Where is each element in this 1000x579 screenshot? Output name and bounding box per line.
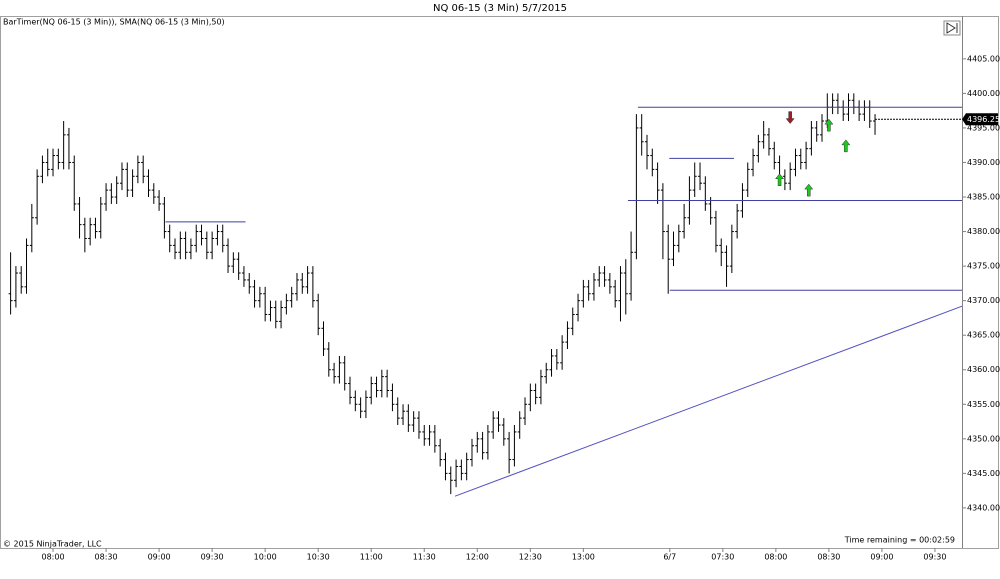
signal-arrow (775, 173, 785, 186)
y-tick-label: 4405.00 (967, 54, 1000, 63)
x-tick-label: 09:00 (870, 553, 893, 562)
play-icon[interactable] (943, 20, 961, 36)
x-tick-label: 08:00 (764, 553, 787, 562)
last-price-box (962, 113, 998, 126)
icon-triangle[interactable] (946, 22, 956, 34)
x-tick-label: 12:30 (519, 553, 542, 562)
y-tick-label: 4365.00 (967, 331, 1000, 340)
x-tick-label: 11:00 (360, 553, 383, 562)
x-tick-label: 11:30 (413, 553, 436, 562)
y-tick-label: 4355.00 (967, 400, 1000, 409)
indicator-label: BarTimer(NQ 06-15 (3 Min)), SMA(NQ 06-15… (3, 18, 225, 27)
signal-arrow (841, 139, 851, 153)
y-tick-label: 4350.00 (967, 434, 1000, 443)
time-remaining: Time remaining = 00:02:59 (844, 536, 955, 545)
drawing-line (454, 305, 963, 497)
signal-arrow (785, 111, 795, 124)
x-tick-label: 10:00 (254, 553, 277, 562)
y-tick-label: 4380.00 (967, 227, 1000, 236)
x-tick-label: 07:30 (711, 553, 734, 562)
y-tick-label: 4345.00 (967, 469, 1000, 478)
x-tick-label: 09:30 (201, 553, 224, 562)
y-tick-label: 4390.00 (967, 158, 1000, 167)
x-tick-label: 12:00 (466, 553, 489, 562)
y-tick-label: 4385.00 (967, 193, 1000, 202)
y-tick-label: 4370.00 (967, 296, 1000, 305)
y-tick-label: 4395.00 (967, 123, 1000, 132)
chart-title: NQ 06-15 (3 Min) 5/7/2015 (433, 3, 567, 14)
signal-arrow (824, 118, 834, 132)
signal-arrow (804, 183, 814, 197)
x-tick-label: 08:30 (817, 553, 840, 562)
x-tick-label: 10:30 (307, 553, 330, 562)
x-tick-label: 09:00 (148, 553, 171, 562)
y-tick-label: 4340.00 (967, 503, 1000, 512)
copyright: © 2015 NinjaTrader, LLC (3, 540, 102, 549)
chart-frame (0, 16, 999, 549)
y-tick-label: 4360.00 (967, 365, 1000, 374)
last-price-label: 4396.25 (967, 115, 1000, 124)
x-tick-label: 08:30 (95, 553, 118, 562)
y-tick-label: 4375.00 (967, 262, 1000, 271)
x-tick-label: 09:30 (923, 553, 946, 562)
x-tick-label: 13:00 (572, 553, 595, 562)
icon-frame[interactable] (943, 20, 961, 36)
x-tick-label: 6/7 (663, 553, 676, 562)
bars (8, 93, 878, 495)
y-tick-label: 4400.00 (967, 89, 1000, 98)
x-tick-label: 08:00 (42, 553, 65, 562)
